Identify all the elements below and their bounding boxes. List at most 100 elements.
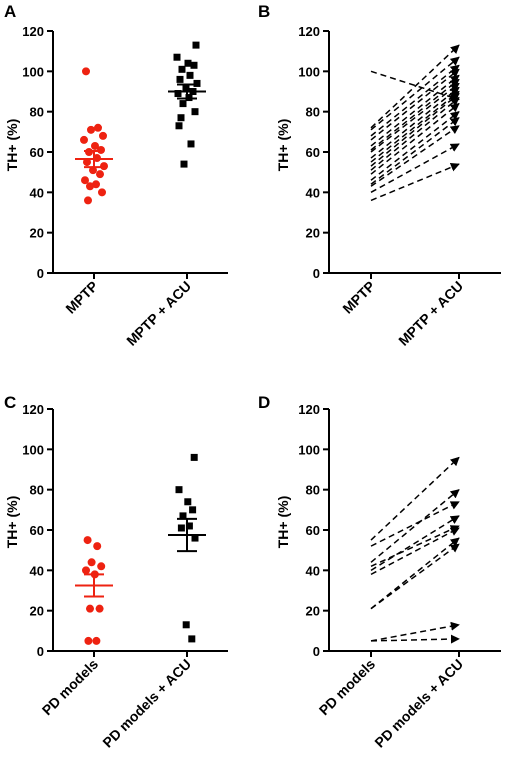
paired-arrow	[370, 515, 460, 571]
data-point	[179, 100, 187, 108]
data-point	[184, 59, 192, 67]
paired-arrow	[370, 90, 460, 163]
data-point	[91, 141, 99, 150]
paired-arrow	[370, 125, 460, 187]
data-point	[179, 512, 187, 520]
paired-arrow	[370, 117, 460, 185]
data-point	[99, 131, 107, 140]
y-tick-label: 60	[30, 145, 44, 160]
paired-arrow	[370, 96, 460, 171]
data-point	[190, 61, 198, 69]
data-point	[185, 522, 193, 530]
data-point	[93, 542, 102, 551]
data-point	[82, 67, 90, 76]
data-point	[180, 160, 188, 168]
data-point	[94, 123, 102, 132]
y-tick-label: 20	[30, 226, 44, 241]
data-point	[89, 166, 97, 175]
y-tick-label: 0	[313, 644, 320, 659]
y-tick-label: 120	[298, 402, 320, 417]
paired-arrow	[370, 111, 460, 181]
paired-arrow	[370, 489, 460, 563]
data-point	[191, 534, 199, 542]
y-tick-label: 100	[22, 442, 44, 457]
data-point	[96, 170, 104, 179]
data-point	[191, 108, 199, 116]
paired-arrow	[370, 74, 460, 147]
paired-arrow	[370, 543, 460, 610]
data-point	[192, 41, 200, 49]
data-point	[189, 506, 197, 514]
x-tick-label: MPTP + ACU	[395, 278, 466, 349]
data-point	[87, 558, 96, 567]
y-tick-label: 60	[306, 523, 320, 538]
paired-arrow	[370, 56, 460, 131]
paired-arrow	[370, 501, 460, 547]
paired-arrow	[370, 143, 460, 193]
data-point	[85, 148, 93, 156]
paired-arrow	[370, 537, 460, 610]
data-point	[84, 196, 92, 205]
paired-arrow	[370, 78, 460, 151]
paired-arrow	[370, 92, 460, 167]
paired-arrow	[370, 456, 460, 541]
data-point	[86, 604, 94, 613]
data-point	[182, 621, 190, 629]
data-point	[176, 75, 184, 83]
paired-arrow	[370, 70, 460, 102]
data-point	[185, 94, 193, 102]
paired-arrow	[370, 634, 460, 644]
data-point	[87, 125, 95, 134]
y-tick-label: 0	[313, 266, 320, 281]
y-tick-label: 60	[30, 523, 44, 538]
panel-letter: D	[258, 393, 270, 412]
panel-a: A TH+ (%) 0 20 40 60 80 100 120 MPTP MPTP + ACU	[4, 2, 228, 349]
y-axis-label: TH+ (%)	[4, 496, 20, 549]
y-tick-label: 40	[30, 185, 44, 200]
x-tick-label: MPTP + ACU	[123, 278, 194, 349]
y-tick-label: 40	[306, 185, 320, 200]
y-axis-label: TH+ (%)	[275, 119, 291, 172]
y-tick-label: 80	[30, 483, 44, 498]
y-tick-label: 40	[30, 563, 44, 578]
y-tick-label: 80	[306, 105, 320, 120]
paired-arrow	[370, 103, 460, 175]
y-tick-label: 80	[306, 483, 320, 498]
panel-letter: A	[4, 2, 16, 21]
data-point	[187, 140, 195, 148]
y-tick-label: 100	[22, 64, 44, 79]
panel-letter: C	[4, 393, 16, 412]
data-point	[92, 180, 100, 189]
data-point	[178, 65, 186, 73]
y-tick-label: 100	[298, 442, 320, 457]
y-tick-label: 80	[30, 105, 44, 120]
y-tick-label: 20	[306, 604, 320, 619]
data-point	[97, 145, 105, 154]
data-point	[83, 158, 91, 167]
data-point	[86, 182, 94, 191]
x-tick-label: PD models + ACU	[371, 656, 466, 751]
y-tick-label: 0	[37, 266, 44, 281]
paired-arrow	[370, 86, 460, 159]
data-point	[83, 536, 92, 545]
data-point	[95, 604, 104, 613]
data-point	[84, 636, 93, 645]
y-tick-label: 20	[30, 604, 44, 619]
data-point	[193, 79, 201, 87]
y-tick-label: 120	[22, 402, 44, 417]
paired-arrow	[370, 163, 460, 202]
y-tick-label: 60	[306, 145, 320, 160]
y-tick-label: 120	[298, 24, 320, 39]
data-point	[81, 176, 89, 185]
data-point	[98, 188, 106, 197]
x-tick-label: MPTP	[62, 278, 101, 317]
data-point	[80, 135, 88, 144]
y-tick-label: 40	[306, 563, 320, 578]
data-point	[100, 162, 108, 171]
paired-arrow	[370, 44, 460, 129]
paired-arrow	[370, 64, 460, 137]
x-tick-label: PD models + ACU	[99, 656, 194, 751]
panel-letter: B	[258, 2, 270, 21]
